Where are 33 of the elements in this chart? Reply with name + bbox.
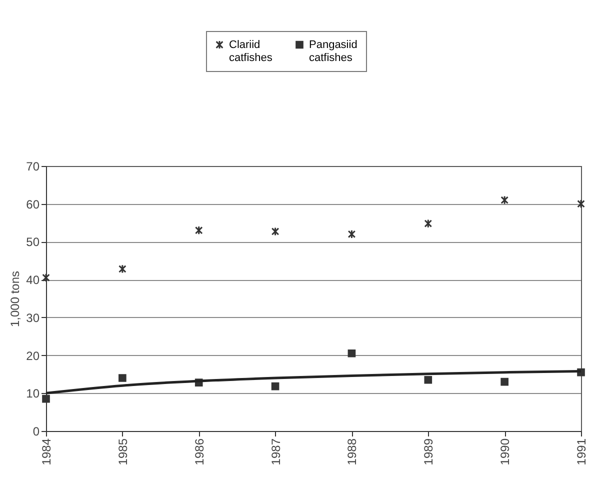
point [42, 273, 50, 282]
x-tick-label: 1984 [40, 438, 54, 466]
legend-label: Pangasiid catfishes [309, 38, 358, 64]
point [500, 196, 508, 205]
point [42, 394, 50, 403]
y-tick-label: 0 [32, 424, 40, 438]
y-tick-label: 40 [26, 273, 40, 288]
x-tick-label: 1989 [422, 438, 436, 466]
y-tick-label: 60 [26, 197, 40, 212]
point [194, 226, 203, 235]
y-axis-title: 1,000 tons [8, 270, 22, 328]
point [118, 264, 126, 274]
y-tick-label: 20 [26, 348, 40, 363]
y-tick-label: 10 [26, 386, 40, 401]
x-tick-label: 1986 [192, 438, 206, 466]
point [271, 226, 280, 236]
point [424, 376, 432, 384]
x-tick-label: 1985 [116, 438, 130, 466]
legend-label: Clariid catfishes [229, 38, 273, 64]
point [424, 219, 432, 228]
x-tick-label: 1991 [574, 438, 588, 466]
point [500, 378, 508, 386]
point [348, 230, 356, 239]
point [577, 199, 585, 208]
x-tick-label: 1988 [345, 438, 360, 466]
point [348, 349, 356, 358]
y-tick-label: 70 [26, 160, 40, 174]
y-tick-label: 30 [26, 310, 40, 325]
x-tick-label: 1987 [268, 438, 283, 466]
y-tick-label: 50 [26, 235, 40, 250]
point [118, 374, 126, 382]
x-tick-label: 1990 [498, 438, 512, 466]
point [271, 382, 280, 390]
